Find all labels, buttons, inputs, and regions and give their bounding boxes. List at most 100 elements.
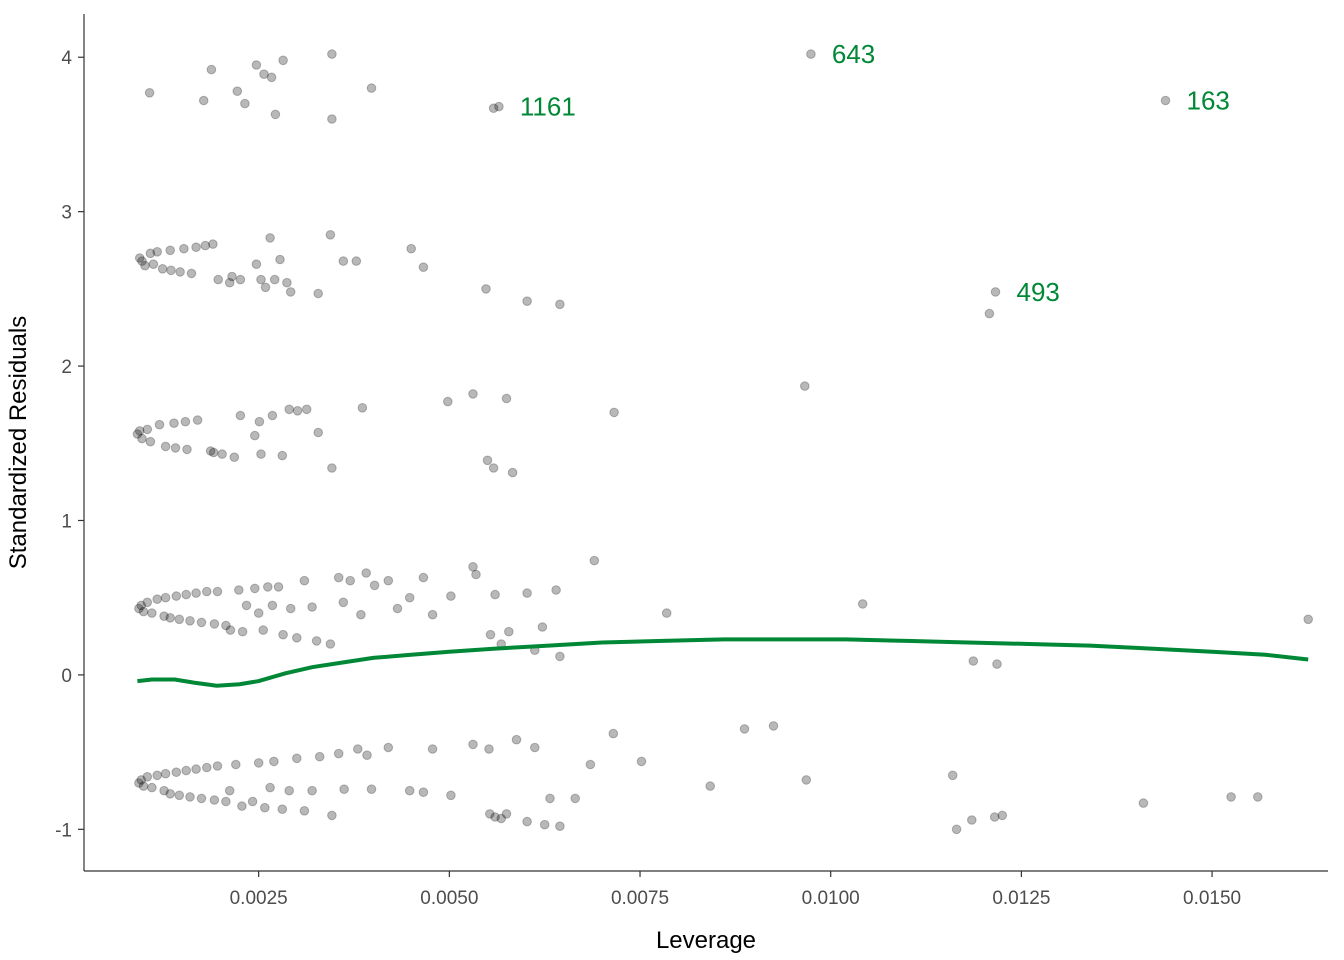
annotation-label: 493	[1017, 277, 1060, 307]
data-point	[258, 625, 269, 635]
data-point	[136, 775, 146, 785]
data-point	[555, 299, 565, 310]
data-point	[608, 728, 619, 739]
data-point	[511, 734, 522, 745]
annotation-label: 643	[832, 39, 875, 69]
data-point	[501, 393, 512, 404]
data-point	[488, 463, 499, 473]
data-point	[468, 739, 478, 750]
data-point	[174, 614, 185, 625]
data-point	[739, 724, 750, 734]
data-point	[530, 742, 540, 753]
scatter-points	[132, 49, 1313, 835]
data-point	[990, 287, 1001, 297]
data-point	[314, 751, 325, 762]
data-point	[212, 586, 223, 597]
annotation-label: 1161	[520, 92, 576, 122]
data-point	[196, 617, 207, 628]
data-point	[570, 793, 581, 804]
data-point	[253, 758, 264, 768]
data-point	[494, 101, 504, 112]
data-point	[159, 785, 169, 796]
data-point	[147, 782, 157, 793]
data-point	[418, 572, 429, 583]
data-point	[266, 72, 277, 83]
data-point	[1160, 95, 1171, 106]
data-point	[292, 753, 302, 764]
data-point	[327, 114, 337, 124]
data-point	[383, 742, 394, 753]
data-point	[555, 821, 565, 832]
data-point	[284, 785, 295, 796]
data-point	[481, 284, 491, 294]
data-point	[338, 256, 349, 266]
data-point	[446, 591, 456, 601]
data-point	[1138, 798, 1149, 808]
data-point	[277, 804, 288, 815]
data-point	[273, 582, 284, 592]
data-point	[307, 785, 317, 796]
data-point	[267, 410, 278, 421]
data-point	[152, 247, 162, 257]
data-point	[208, 239, 218, 249]
data-point	[235, 410, 246, 421]
data-point	[191, 588, 201, 598]
data-point	[186, 268, 197, 279]
data-point	[539, 819, 550, 830]
data-point	[522, 816, 532, 827]
data-point	[175, 267, 185, 277]
x-tick-label: 0.0150	[1183, 888, 1241, 909]
data-point	[209, 795, 220, 805]
data-point	[180, 416, 191, 427]
data-point	[179, 243, 189, 254]
data-point	[221, 620, 231, 631]
y-tick-label: 0	[61, 666, 72, 687]
data-point	[198, 95, 209, 106]
data-point	[361, 568, 372, 578]
data-point	[165, 789, 175, 799]
data-point	[182, 444, 192, 455]
data-point	[224, 785, 235, 796]
data-point	[585, 759, 596, 770]
data-point	[250, 583, 260, 594]
data-point	[235, 274, 246, 285]
data-point	[221, 796, 231, 807]
data-point	[157, 264, 168, 274]
data-point	[234, 585, 244, 595]
data-point	[229, 452, 240, 463]
x-tick-label: 0.0100	[802, 888, 860, 909]
data-point	[501, 809, 512, 819]
data-point	[196, 793, 207, 804]
data-point	[212, 761, 223, 771]
data-point	[251, 259, 262, 270]
data-point	[147, 608, 157, 618]
data-point	[484, 744, 494, 754]
data-point	[1253, 792, 1263, 802]
x-axis-ticks: 0.0025 0.0050 0.0075 0.0100 0.0125 0.0150	[230, 871, 1241, 909]
data-point	[555, 651, 565, 662]
data-point	[206, 64, 217, 75]
data-point	[134, 426, 145, 436]
data-point	[285, 603, 296, 614]
smooth-trend-line	[137, 637, 1309, 688]
data-point	[154, 419, 165, 430]
data-point	[496, 813, 507, 824]
data-point	[174, 790, 185, 801]
data-point	[609, 407, 619, 418]
y-axis-title: Standardized Residuals	[5, 316, 32, 570]
data-point	[185, 792, 195, 802]
data-point	[208, 447, 219, 458]
data-point	[202, 762, 212, 773]
data-point	[967, 815, 977, 825]
data-point	[263, 582, 273, 592]
data-point	[171, 767, 182, 778]
data-point	[661, 608, 672, 618]
data-point	[205, 446, 216, 456]
data-point	[191, 242, 201, 252]
data-point	[142, 424, 153, 435]
y-axis-ticks: -1 0 1 2 3 4	[55, 48, 84, 841]
data-point	[269, 756, 279, 767]
data-point	[270, 109, 281, 120]
data-point	[170, 443, 181, 453]
